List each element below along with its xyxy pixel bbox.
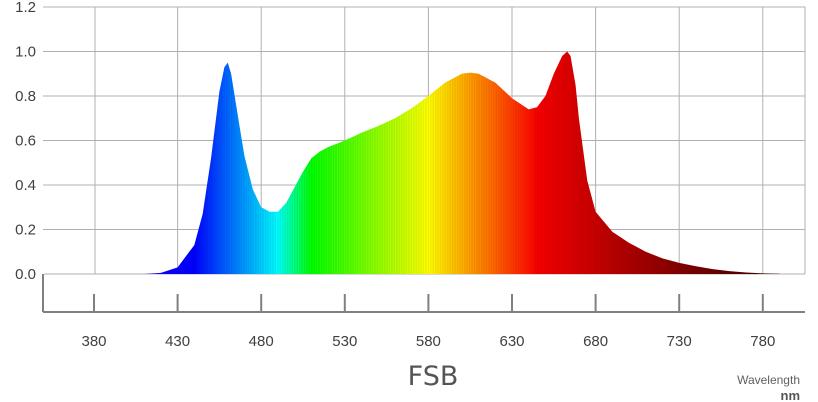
y-tick-label: 1.0: [15, 44, 36, 61]
x-tick-label: 780: [750, 333, 775, 350]
x-tick-label: 580: [416, 333, 441, 350]
y-tick-label: 0.0: [15, 266, 36, 283]
spectrum-area: [110, 51, 780, 274]
x-tick-label: 680: [583, 333, 608, 350]
chart-title: FSB: [408, 361, 459, 392]
x-tick-label: 630: [499, 333, 524, 350]
x-tick-label: 730: [667, 333, 692, 350]
y-tick-label: 0.2: [15, 222, 36, 239]
x-axis-label: Wavelength: [737, 373, 800, 387]
y-tick-label: 0.8: [15, 88, 36, 105]
x-tick-label: 430: [165, 333, 190, 350]
x-tick-label: 480: [249, 333, 274, 350]
y-tick-label: 1.2: [15, 0, 36, 16]
x-tick-label: 380: [81, 333, 106, 350]
y-tick-label: 0.6: [15, 133, 36, 150]
x-axis-unit: nm: [781, 388, 801, 402]
y-tick-label: 0.4: [15, 177, 36, 194]
x-tick-label: 530: [332, 333, 357, 350]
gridlines: [43, 6, 806, 275]
